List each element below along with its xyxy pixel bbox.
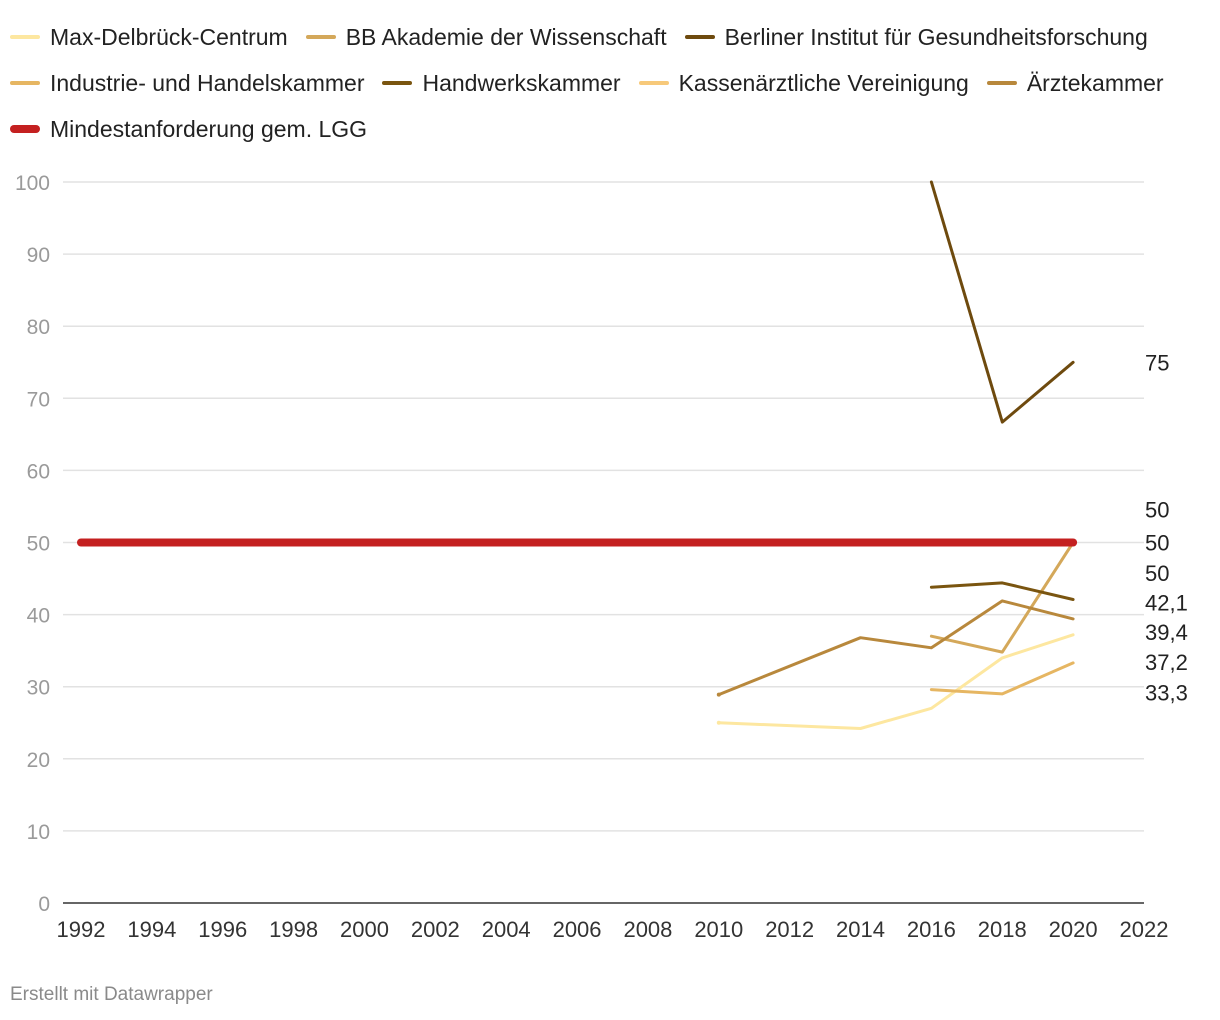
legend-label: Berliner Institut für Gesundheitsforschu… — [724, 23, 1148, 50]
end-value-label: 50 — [1145, 531, 1169, 556]
legend-item: Ärztekammer — [986, 60, 1164, 106]
legend-item: Kassenärztliche Vereinigung — [638, 60, 969, 106]
legend-swatch — [382, 81, 413, 85]
legend: Max-Delbrück-Centrum BB Akademie der Wiss… — [10, 14, 1210, 152]
legend-swatch — [305, 35, 336, 39]
legend-swatch — [10, 35, 40, 39]
legend-label: Handwerkskammer — [422, 69, 621, 96]
end-value-label: 33,3 — [1145, 680, 1188, 705]
data-point — [716, 692, 721, 697]
legend-label: Kassenärztliche Vereinigung — [678, 69, 969, 96]
legend-label: Ärztekammer — [1026, 69, 1164, 96]
legend-item: BB Akademie der Wissenschaft — [305, 14, 667, 60]
x-tick-label: 2004 — [482, 917, 531, 942]
series-line — [929, 661, 1075, 696]
y-tick-label: 100 — [15, 172, 50, 195]
y-tick-label: 70 — [27, 388, 50, 411]
series-line — [929, 180, 1075, 424]
y-tick-label: 90 — [27, 244, 50, 267]
line-chart: 0 10 20 30 40 50 60 70 80 90 100 1992 1994 1996 1998 20… — [15, 172, 1188, 942]
x-tick-label: 2000 — [340, 917, 389, 942]
y-tick-label: 20 — [27, 749, 50, 772]
x-tick-label: 2010 — [694, 917, 743, 942]
end-value-label: 42,1 — [1145, 590, 1188, 615]
x-tick-label: 2022 — [1120, 917, 1169, 942]
x-tick-label: 1992 — [57, 917, 106, 942]
x-tick-label: 1994 — [127, 917, 176, 942]
series-line — [929, 541, 1075, 654]
end-value-label: 75 — [1145, 350, 1169, 375]
end-value-label: 37,2 — [1145, 650, 1188, 675]
y-tick-label: 0 — [38, 893, 50, 916]
legend-swatch — [986, 81, 1017, 85]
legend-item: Berliner Institut für Gesundheitsforschu… — [684, 14, 1148, 60]
x-tick-label: 2002 — [411, 917, 460, 942]
footer-credit: Erstellt mit Datawrapper — [10, 984, 213, 1005]
x-tick-label: 1996 — [198, 917, 247, 942]
data-point — [716, 720, 721, 725]
legend-label: Industrie- und Handelskammer — [50, 69, 365, 96]
legend-item: Handwerkskammer — [382, 60, 621, 106]
y-tick-label: 60 — [27, 460, 50, 483]
x-tick-label: 2012 — [765, 917, 814, 942]
end-value-label: 39,4 — [1145, 620, 1188, 645]
y-tick-label: 50 — [27, 533, 50, 556]
series-line — [717, 599, 1075, 697]
legend-swatch — [10, 81, 40, 85]
legend-item: Max-Delbrück-Centrum — [10, 14, 288, 60]
legend-label: Max-Delbrück-Centrum — [50, 23, 288, 50]
x-tick-label: 2018 — [978, 917, 1027, 942]
end-value-label: 50 — [1145, 561, 1169, 586]
y-tick-label: 30 — [27, 677, 50, 700]
legend-label: BB Akademie der Wissenschaft — [345, 23, 667, 50]
series-line — [929, 581, 1075, 601]
x-tick-label: 2016 — [907, 917, 956, 942]
end-value-label: 50 — [1145, 497, 1169, 522]
x-tick-label: 2008 — [623, 917, 672, 942]
y-tick-label: 80 — [27, 316, 50, 339]
series-line — [717, 633, 1075, 730]
legend-swatch — [638, 81, 669, 85]
legend-label: Mindestanforderung gem. LGG — [50, 115, 368, 142]
legend-item: Mindestanforderung gem. LGG — [10, 106, 367, 152]
y-tick-label: 10 — [27, 821, 50, 844]
legend-item: Industrie- und Handelskammer — [10, 60, 364, 106]
x-tick-label: 1998 — [269, 917, 318, 942]
legend-swatch — [684, 35, 715, 39]
x-tick-label: 2006 — [553, 917, 602, 942]
x-tick-label: 2014 — [836, 917, 885, 942]
y-tick-label: 40 — [27, 605, 50, 628]
legend-swatch — [10, 125, 40, 133]
x-tick-label: 2020 — [1049, 917, 1098, 942]
